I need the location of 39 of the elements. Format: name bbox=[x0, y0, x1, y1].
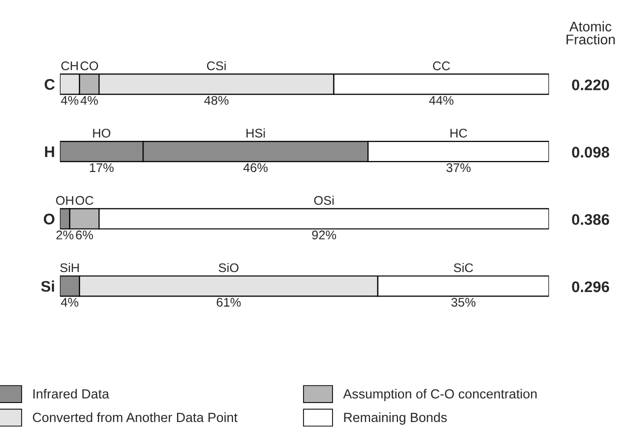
annotation: HSi bbox=[246, 128, 265, 138]
text: 0.098 bbox=[572, 146, 610, 158]
text: 0.220 bbox=[572, 79, 610, 90]
legend-label: Remaining Bonds bbox=[344, 412, 447, 425]
annotation: CSi bbox=[206, 61, 226, 70]
text: 0.296 bbox=[572, 281, 610, 292]
annotation: SiC bbox=[454, 262, 473, 272]
annotation: CO bbox=[80, 61, 98, 70]
data-label: 17% bbox=[90, 163, 114, 172]
data-label: 92% bbox=[312, 230, 336, 240]
data-label: 35% bbox=[451, 298, 476, 307]
data-label: 4% bbox=[60, 298, 78, 307]
annotation: CH bbox=[61, 61, 78, 70]
data-label: 48% bbox=[204, 96, 228, 105]
data-label: 4% bbox=[80, 96, 98, 105]
y-tick-label: Si bbox=[41, 280, 54, 292]
annotation: HC bbox=[450, 128, 468, 138]
annotation: OSi bbox=[314, 196, 334, 205]
legend-label: Converted from Another Data Point bbox=[32, 412, 238, 422]
y-tick-label: C bbox=[44, 79, 55, 90]
text: 0.386 bbox=[572, 214, 610, 225]
annotation: CC bbox=[432, 61, 450, 70]
annotation: HO bbox=[93, 128, 110, 138]
data-label: 4% bbox=[60, 96, 78, 105]
data-label: 46% bbox=[243, 163, 268, 172]
legend-label: Infrared Data bbox=[33, 388, 110, 399]
annotation: SiO bbox=[218, 262, 238, 272]
y-tick-label: O bbox=[44, 214, 54, 224]
annotation: SiH bbox=[60, 262, 79, 272]
data-label: 61% bbox=[216, 298, 241, 307]
data-label: 2% bbox=[56, 230, 74, 240]
annotation: OH bbox=[56, 196, 74, 205]
data-label: 6% bbox=[76, 230, 93, 240]
y-tick-label: H bbox=[45, 146, 54, 158]
legend-label: Assumption of C-O concentration bbox=[343, 388, 537, 402]
text: Atomic Fraction bbox=[566, 21, 615, 44]
annotation: OC bbox=[76, 196, 94, 205]
data-label: 37% bbox=[446, 163, 471, 172]
data-label: 44% bbox=[429, 96, 454, 105]
